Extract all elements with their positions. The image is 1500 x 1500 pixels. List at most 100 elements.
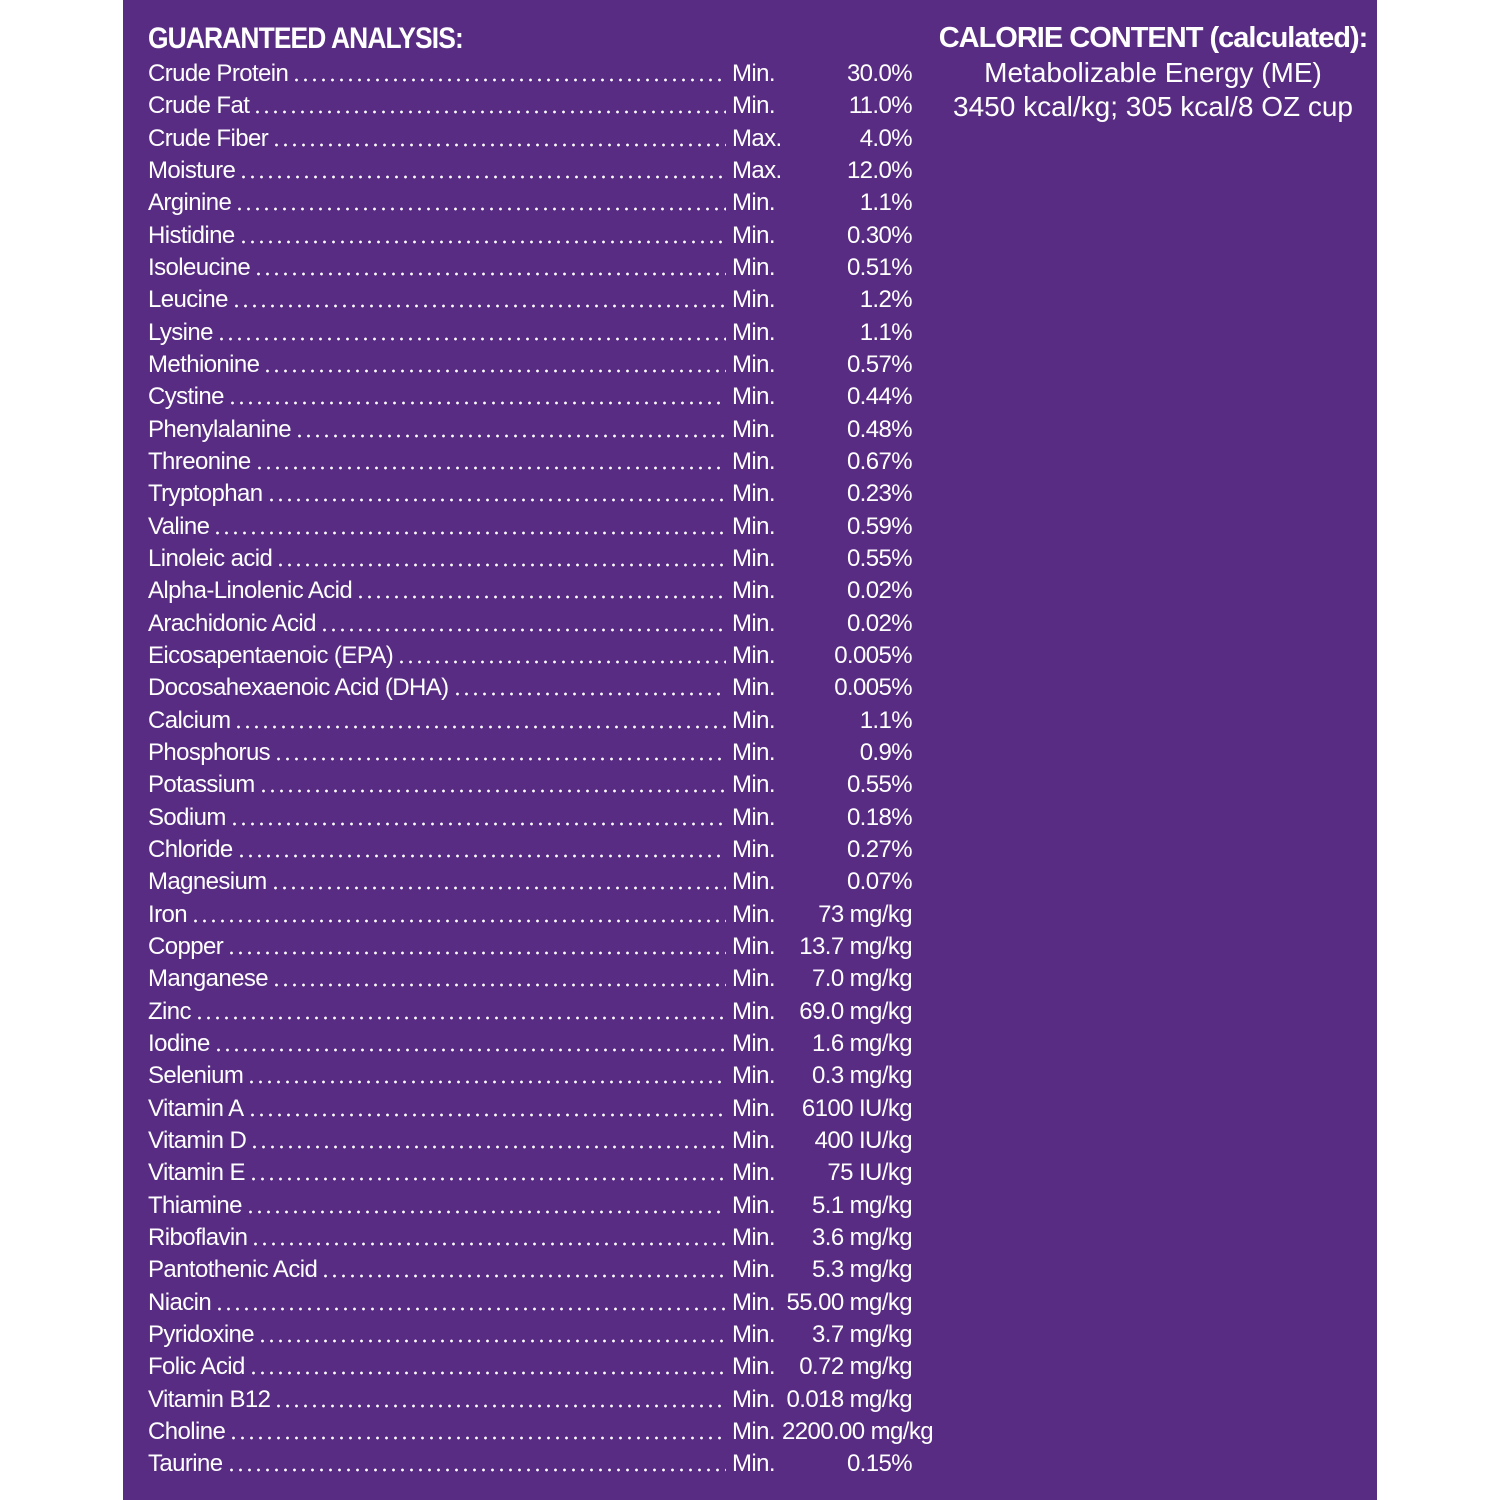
analysis-row: Isoleucine Min. 0.51%	[148, 252, 913, 282]
nutrient-name: Crude Fat	[148, 92, 250, 120]
nutrient-name: Arginine	[148, 189, 232, 217]
dot-leader	[213, 530, 726, 535]
nutrient-name: Iodine	[148, 1029, 210, 1057]
analysis-row: Leucine Min. 1.2%	[148, 284, 913, 314]
analysis-row: Crude Fiber Max. 4.0%	[148, 123, 913, 153]
dot-leader	[254, 465, 726, 470]
analysis-row: Histidine Min. 0.30%	[148, 220, 913, 250]
calorie-line: Metabolizable Energy (ME)	[984, 57, 1322, 88]
qualifier: Min.	[732, 932, 776, 960]
analysis-row: Choline Min. 2200.00 mg/kg	[148, 1416, 934, 1446]
qualifier: Min.	[732, 1191, 776, 1219]
amount: 0.59%	[846, 512, 913, 540]
nutrient-name: Iron	[148, 900, 188, 928]
nutrient-name: Leucine	[148, 286, 228, 314]
dot-leader	[258, 789, 726, 794]
analysis-row: Vitamin A Min. 6100 IU/kg	[148, 1093, 913, 1123]
analysis-row: Vitamin B12 Min. 0.018 mg/kg	[148, 1384, 913, 1414]
dot-leader	[216, 336, 726, 341]
dot-leader	[229, 1435, 726, 1440]
dot-leader	[234, 724, 726, 729]
qualifier: Min.	[732, 965, 776, 993]
qualifier: Min.	[732, 221, 776, 249]
amount: 1.1%	[859, 189, 913, 217]
dot-leader	[245, 1209, 726, 1214]
analysis-row: Zinc Min. 69.0 mg/kg	[148, 996, 913, 1026]
qualifier: Min.	[732, 544, 776, 572]
qualifier: Min.	[732, 674, 776, 702]
qualifier: Min.	[732, 350, 776, 378]
amount: 1.1%	[859, 318, 913, 346]
nutrient-name: Vitamin A	[148, 1094, 244, 1122]
amount: 73 mg/kg	[818, 900, 913, 928]
nutrient-name: Alpha-Linolenic Acid	[148, 577, 353, 605]
amount: 400 IU/kg	[814, 1126, 913, 1154]
analysis-row: Phenylalanine Min. 0.48%	[148, 414, 913, 444]
analysis-row: Potassium Min. 0.55%	[148, 769, 913, 799]
nutrient-name: Vitamin D	[148, 1126, 247, 1154]
dot-leader	[226, 1468, 726, 1473]
analysis-row: Niacin Min. 55.00 mg/kg	[148, 1287, 913, 1317]
amount: 0.48%	[846, 415, 913, 443]
qualifier: Min.	[732, 383, 776, 411]
dot-leader	[227, 401, 726, 406]
nutrient-name: Moisture	[148, 156, 236, 184]
amount: 0.005%	[834, 641, 912, 669]
qualifier: Min.	[732, 92, 776, 120]
nutrient-name: Threonine	[148, 447, 251, 475]
analysis-row: Crude Fat Min. 11.0%	[148, 90, 913, 120]
qualifier: Min.	[732, 253, 776, 281]
analysis-row: Calcium Min. 1.1%	[148, 705, 913, 735]
nutrient-name: Crude Protein	[148, 60, 289, 87]
analysis-row: Thiamine Min. 5.1 mg/kg	[148, 1190, 913, 1220]
qualifier: Min.	[732, 480, 776, 508]
nutrient-name: Linoleic acid	[148, 544, 273, 572]
analysis-row: Riboflavin Min. 3.6 mg/kg	[148, 1222, 913, 1252]
amount: 69.0 mg/kg	[799, 997, 912, 1025]
nutrient-name: Zinc	[148, 997, 192, 1025]
dot-leader	[231, 304, 726, 309]
dot-leader	[194, 1015, 726, 1020]
dot-leader	[248, 1371, 726, 1376]
amount: 0.9%	[859, 738, 913, 766]
amount: 0.23%	[846, 480, 913, 508]
qualifier: Min.	[732, 1417, 776, 1445]
amount: 3.6 mg/kg	[812, 1223, 913, 1251]
dot-leader	[254, 271, 726, 276]
analysis-row: Pyridoxine Min. 3.7 mg/kg	[148, 1319, 913, 1349]
amount: 0.18%	[846, 803, 913, 831]
analysis-row: Linoleic acid Min. 0.55%	[148, 543, 913, 573]
qualifier: Max.	[732, 124, 782, 152]
qualifier: Min.	[732, 900, 776, 928]
title: GUARANTEED ANALYSIS:	[148, 22, 464, 55]
nutrient-name: Eicosapentaenoic (EPA)	[148, 641, 394, 669]
amount: 1.2%	[859, 286, 913, 314]
dot-leader	[272, 983, 726, 988]
dot-leader	[319, 627, 726, 632]
calorie-title: CALORIE CONTENT (calculated):	[938, 22, 1369, 54]
amount: 0.018 mg/kg	[786, 1385, 913, 1413]
amount: 3.7 mg/kg	[812, 1320, 913, 1348]
dot-leader	[272, 142, 726, 147]
dot-leader	[250, 1144, 726, 1149]
amount: 0.55%	[846, 544, 913, 572]
amount: 0.15%	[846, 1450, 913, 1478]
nutrient-name: Manganese	[148, 965, 269, 993]
amount: 2200.00 mg/kg	[782, 1417, 934, 1445]
amount: 5.1 mg/kg	[812, 1191, 913, 1219]
dot-leader	[190, 918, 726, 923]
calorie-line: 3450 kcal/kg; 305 kcal/8 OZ cup	[953, 91, 1353, 122]
amount: 4.0%	[859, 124, 913, 152]
nutrient-name: Potassium	[148, 771, 255, 799]
dot-leader	[215, 1306, 726, 1311]
dot-leader	[292, 78, 726, 82]
amount: 75 IU/kg	[827, 1159, 912, 1187]
nutrient-name: Vitamin E	[148, 1159, 245, 1187]
analysis-row: Tryptophan Min. 0.23%	[148, 478, 913, 508]
nutrient-name: Magnesium	[148, 868, 267, 896]
dot-leader	[239, 174, 726, 179]
analysis-row: Arginine Min. 1.1%	[148, 187, 913, 217]
nutrient-name: Tryptophan	[148, 480, 263, 508]
amount: 1.1%	[859, 706, 913, 734]
dot-leader	[270, 886, 726, 891]
